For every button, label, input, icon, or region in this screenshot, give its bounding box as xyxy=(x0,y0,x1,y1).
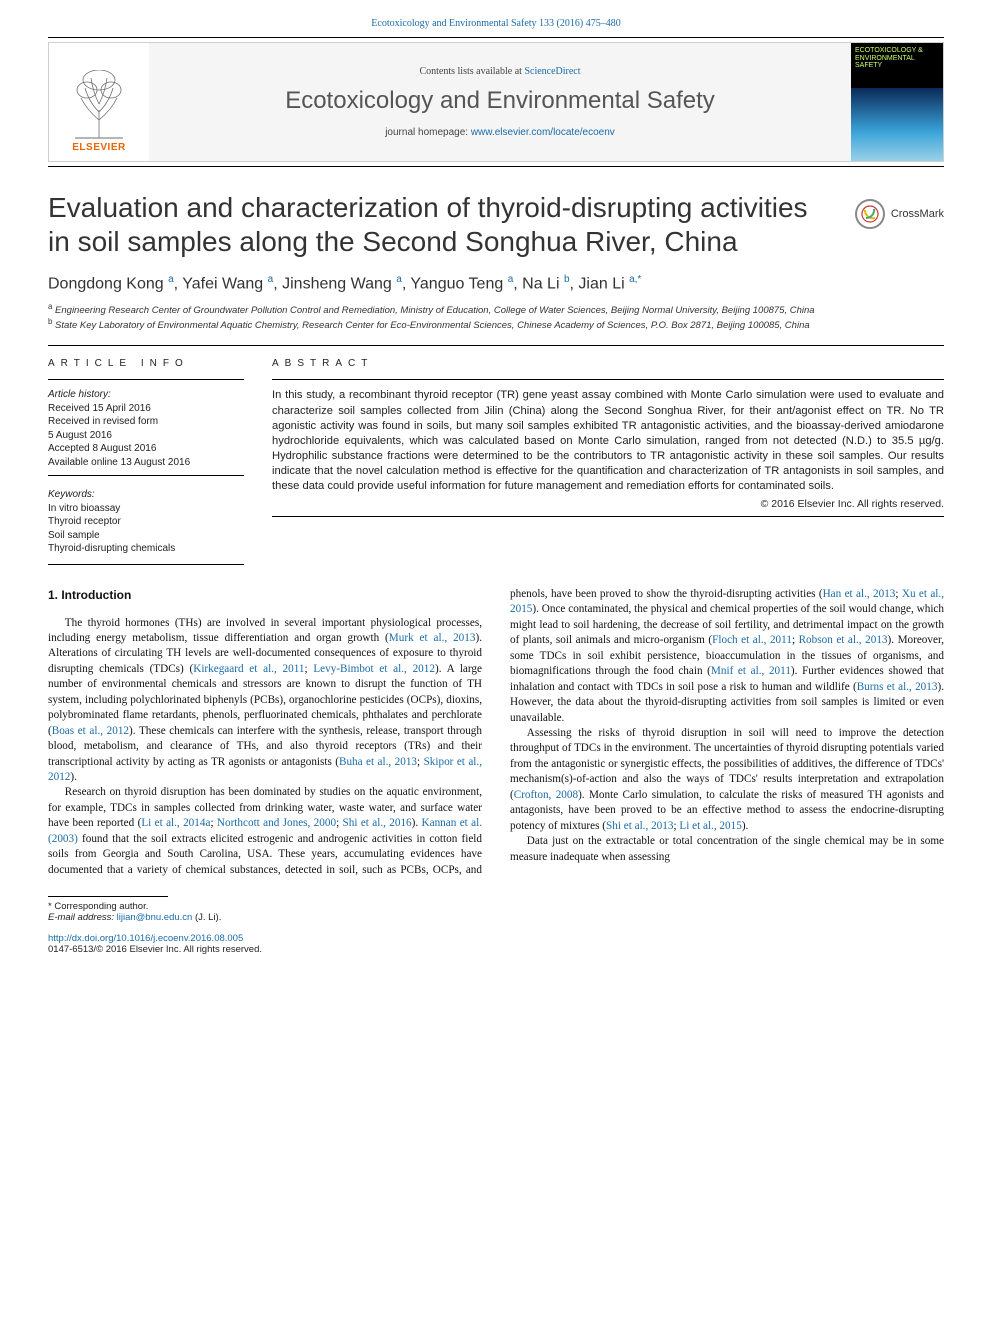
citation-link[interactable]: Murk et al., 2013 xyxy=(389,632,476,644)
publisher-wordmark: ELSEVIER xyxy=(72,142,125,153)
divider xyxy=(48,564,244,565)
citation-link[interactable]: Burns et al., 2013 xyxy=(857,681,938,693)
affiliation-a: a Engineering Research Center of Groundw… xyxy=(48,302,944,318)
body-two-column: 1. Introduction The thyroid hormones (TH… xyxy=(48,587,944,878)
email-link[interactable]: lijian@bnu.edu.cn xyxy=(117,912,193,923)
article-info-heading: ARTICLE INFO xyxy=(48,358,244,369)
citation-link[interactable]: Crofton, 2008 xyxy=(514,789,578,801)
header-center: Contents lists available at ScienceDirec… xyxy=(149,43,851,161)
footnote-rule xyxy=(48,896,168,897)
abstract-heading: ABSTRACT xyxy=(272,358,944,369)
page-footer: * Corresponding author. E-mail address: … xyxy=(48,896,944,955)
history-line: 5 August 2016 xyxy=(48,429,244,443)
citation-link[interactable]: Li et al., 2015 xyxy=(679,820,741,832)
cover-title: ECOTOXICOLOGY & ENVIRONMENTAL SAFETY xyxy=(855,47,939,70)
journal-header-band: ELSEVIER Contents lists available at Sci… xyxy=(48,42,944,162)
doi-link[interactable]: http://dx.doi.org/10.1016/j.ecoenv.2016.… xyxy=(48,933,243,944)
publisher-logo-cell: ELSEVIER xyxy=(49,43,149,161)
section-heading-introduction: 1. Introduction xyxy=(48,587,482,604)
divider xyxy=(48,345,944,346)
history-line: Available online 13 August 2016 xyxy=(48,456,244,470)
abstract-column: ABSTRACT In this study, a recombinant th… xyxy=(272,358,944,556)
citation-link[interactable]: Li et al., 2014a xyxy=(141,817,210,829)
body-paragraph: Assessing the risks of thyroid disruptio… xyxy=(510,726,944,834)
citation-link[interactable]: Northcott and Jones, 2000 xyxy=(217,817,336,829)
citation-link[interactable]: Kirkegaard et al., 2011 xyxy=(193,663,304,675)
article-title: Evaluation and characterization of thyro… xyxy=(48,191,837,258)
author-list: Dongdong Kong a, Yafei Wang a, Jinsheng … xyxy=(48,274,944,293)
corresponding-author-note: * Corresponding author. xyxy=(48,901,944,912)
cover-art xyxy=(851,88,943,161)
citation-link[interactable]: Mnif et al., 2011 xyxy=(711,665,791,677)
article-info-column: ARTICLE INFO Article history: Received 1… xyxy=(48,358,244,556)
citation-link[interactable]: Shi et al., 2016 xyxy=(343,817,412,829)
divider xyxy=(48,166,944,167)
abstract-copyright: © 2016 Elsevier Inc. All rights reserved… xyxy=(272,498,944,510)
divider xyxy=(48,37,944,38)
keyword: In vitro bioassay xyxy=(48,502,244,516)
history-line: Received in revised form xyxy=(48,415,244,429)
citation-link[interactable]: Floch et al., 2011 xyxy=(712,634,792,646)
journal-cover-thumb: ECOTOXICOLOGY & ENVIRONMENTAL SAFETY xyxy=(851,43,943,161)
sciencedirect-link[interactable]: ScienceDirect xyxy=(524,66,580,77)
contents-prefix: Contents lists available at xyxy=(419,66,524,77)
keywords-label: Keywords: xyxy=(48,488,244,502)
abstract-text: In this study, a recombinant thyroid rec… xyxy=(272,388,944,494)
keyword: Soil sample xyxy=(48,529,244,543)
homepage-line: journal homepage: www.elsevier.com/locat… xyxy=(385,127,615,138)
citation-link[interactable]: Han et al., 2013 xyxy=(823,588,896,600)
body-paragraph: The thyroid hormones (THs) are involved … xyxy=(48,616,482,786)
keyword: Thyroid receptor xyxy=(48,515,244,529)
divider xyxy=(48,475,244,476)
history-line: Accepted 8 August 2016 xyxy=(48,442,244,456)
divider xyxy=(272,379,944,380)
issn-copyright-line: 0147-6513/© 2016 Elsevier Inc. All right… xyxy=(48,944,944,955)
crossmark-label: CrossMark xyxy=(891,208,944,220)
running-header: Ecotoxicology and Environmental Safety 1… xyxy=(48,0,944,37)
doi-line: http://dx.doi.org/10.1016/j.ecoenv.2016.… xyxy=(48,933,944,944)
citation-link[interactable]: Robson et al., 2013 xyxy=(799,634,888,646)
divider xyxy=(48,379,244,380)
citation-link[interactable]: Levy-Bimbot et al., 2012 xyxy=(313,663,435,675)
history-label: Article history: xyxy=(48,388,244,402)
divider xyxy=(272,516,944,517)
body-paragraph: Data just on the extractable or total co… xyxy=(510,834,944,865)
affiliation-b: b State Key Laboratory of Environmental … xyxy=(48,317,944,333)
citation-link[interactable]: Boas et al., 2012 xyxy=(52,725,129,737)
journal-name: Ecotoxicology and Environmental Safety xyxy=(285,87,715,115)
homepage-link[interactable]: www.elsevier.com/locate/ecoenv xyxy=(471,127,615,138)
homepage-prefix: journal homepage: xyxy=(385,127,471,138)
crossmark-icon xyxy=(855,199,885,229)
contents-line: Contents lists available at ScienceDirec… xyxy=(419,66,580,77)
keyword: Thyroid-disrupting chemicals xyxy=(48,542,244,556)
history-line: Received 15 April 2016 xyxy=(48,402,244,416)
email-line: E-mail address: lijian@bnu.edu.cn (J. Li… xyxy=(48,912,944,923)
citation-link[interactable]: Buha et al., 2013 xyxy=(339,756,417,768)
elsevier-tree-icon xyxy=(69,70,129,140)
crossmark-widget[interactable]: CrossMark xyxy=(855,199,944,229)
citation-link[interactable]: Shi et al., 2013 xyxy=(606,820,673,832)
